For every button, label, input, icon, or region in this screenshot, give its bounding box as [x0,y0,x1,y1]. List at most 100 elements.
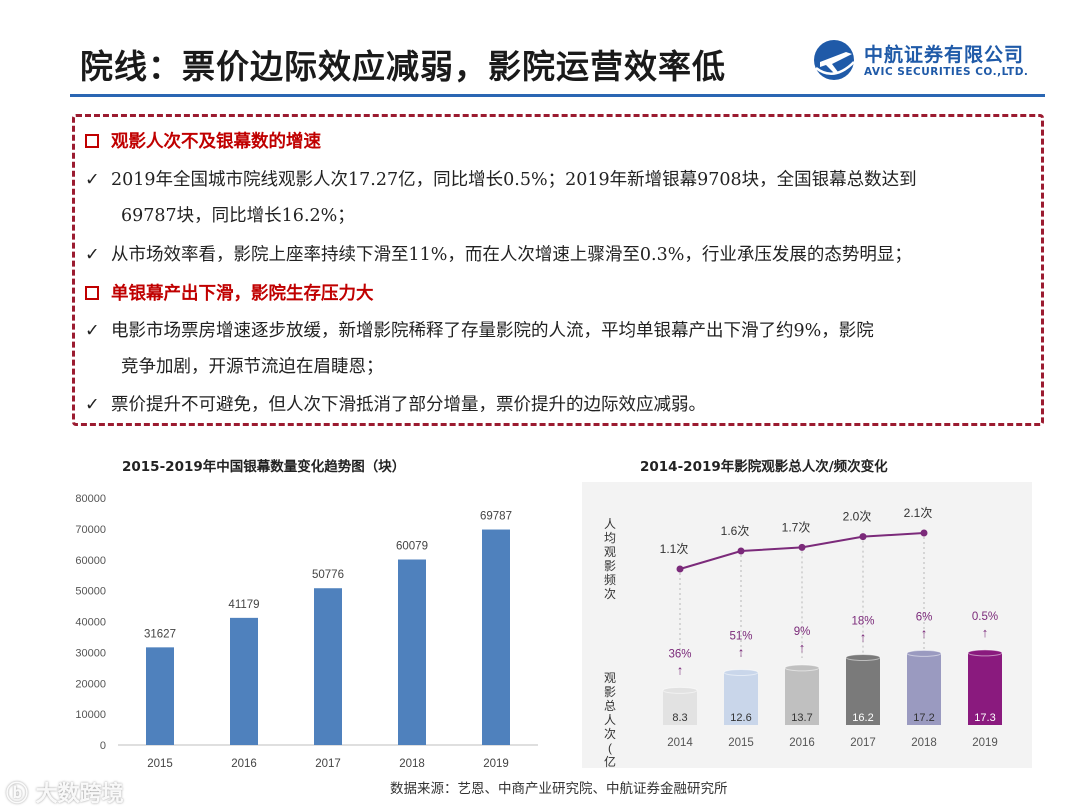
screens-chart-title: 2015-2019年中国银幕数量变化趋势图（块） [122,459,406,475]
bar [314,588,342,745]
growth-label: 18% [851,616,874,628]
frequency-point [676,565,684,573]
data-label: 69787 [480,511,512,523]
bar-axis-caption: 影 [604,685,616,699]
bullet-line: ✓ 电影市场票房增速逐步放缓，新增影院稀释了存量影院的人流，平均单银幕产出下滑了约… [85,316,1035,346]
up-arrow-icon: ↑ [860,630,867,645]
square-bullet-icon [85,134,99,148]
x-tick-label: 2015 [147,758,173,770]
frequency-label: 2.0次 [843,510,872,524]
admissions-chart-title: 2014-2019年影院观影总人次/频次变化 [640,459,888,475]
admissions-value: 17.3 [974,712,995,724]
admissions-bar [846,657,880,725]
admissions-value: 13.7 [791,712,812,724]
data-label: 50776 [312,569,344,581]
bar [146,647,174,745]
y-tick-label: 0 [100,740,106,752]
x-tick-label: 2016 [231,758,257,770]
y-tick-label: 70000 [75,524,106,536]
x-tick-label: 2015 [728,737,754,749]
bar-cap [784,664,820,672]
line-axis-caption: 观 [604,545,616,559]
title-underline [70,94,1045,97]
bar-axis-caption: 亿 [604,754,616,768]
frequency-label: 2.1次 [904,506,933,520]
data-label: 60079 [396,541,428,553]
growth-label: 0.5% [972,611,998,623]
bullet-line: ✓ 票价提升不可避免，但人次下滑抵消了部分增量，票价提升的边际效应减弱。 [85,390,1035,420]
square-bullet-icon [85,286,99,300]
bar-cap [967,649,1003,657]
bullet-line: ✓ 从市场效率看，影院上座率持续下滑至11%，而在人次增速上骤滑至0.3%，行业承… [85,240,1035,270]
plane-logo-icon [814,40,855,80]
admissions-value: 8.3 [672,712,687,724]
up-arrow-icon: ↑ [799,640,806,655]
growth-label: 9% [794,626,811,638]
x-tick-label: 2018 [399,758,425,770]
up-arrow-icon: ↑ [982,625,989,640]
checkmark-icon: ✓ [85,321,100,341]
bar [398,559,426,745]
summary-box: 观影人次不及银幕数的增速 ✓ 2019年全国城市院线观影人次17.27亿，同比增长… [72,114,1044,426]
data-label: 41179 [228,599,259,611]
x-tick-label: 2019 [483,758,509,770]
bar-cap [662,686,698,694]
bullet-line-continued: 69787块，同比增长16.2%； [121,206,355,226]
frequency-label: 1.6次 [721,524,750,538]
y-tick-label: 10000 [75,709,106,721]
x-tick-label: 2016 [789,737,815,749]
y-tick-label: 50000 [75,586,106,598]
growth-label: 6% [916,611,933,623]
admissions-value: 16.2 [852,712,873,724]
line-axis-caption: 频 [604,573,616,587]
line-axis-caption: 影 [604,559,616,573]
up-arrow-icon: ↑ [738,645,745,660]
bar [482,529,510,745]
up-arrow-icon: ↑ [677,662,684,677]
line-axis-caption: 均 [604,531,616,545]
bar-axis-caption: 总 [604,699,616,713]
frequency-point [920,529,928,537]
growth-label: 36% [668,648,691,660]
screens-bar-chart: 0 10000 20000 30000 40000 50000 60000 70000 8000… [75,493,538,770]
logo-name-cn: 中航证券有限公司 [864,44,1025,66]
checkmark-icon: ✓ [85,395,100,415]
data-source: 数据来源：艺恩、中商产业研究院、中航证券金融研究所 [390,781,728,797]
admissions-bar [724,672,758,725]
y-tick-label: 60000 [75,555,106,567]
frequency-point [798,543,806,551]
y-tick-label: 80000 [75,493,106,505]
section-heading-2: 单银幕产出下滑，影院生存压力大 [85,279,1035,309]
admissions-chart: 人均观影频次观影总人次(亿)1.1次1.6次1.7次2.0次2.1次8.3↑36… [582,482,1032,768]
admissions-bar [968,652,1002,725]
growth-label: 51% [729,631,752,643]
admissions-bar [663,690,697,725]
line-axis-caption: 人 [604,517,616,531]
x-tick-label: 2017 [315,758,341,770]
bullet-line-continued: 竞争加剧，开源节流迫在眉睫恩； [121,357,384,377]
frequency-label: 1.1次 [660,542,689,556]
frequency-label: 1.7次 [782,520,811,534]
page-title: 院线：票价边际效应减弱，影院运营效率低 [80,47,726,86]
y-tick-label: 40000 [75,617,106,629]
logo-name-en: AVIC SECURITIES CO.,LTD. [864,66,1029,78]
bar-cap [906,649,942,657]
frequency-point [737,547,745,555]
bar-axis-caption: 次 [604,727,616,741]
x-tick-label: 2018 [911,737,937,749]
section-heading-1: 观影人次不及银幕数的增速 [85,127,1035,157]
x-tick-label: 2017 [850,737,876,749]
admissions-bar [907,653,941,725]
bar-axis-caption: 人 [604,713,616,727]
bar-cap [723,669,759,676]
bar-cap [845,654,881,661]
checkmark-icon: ✓ [85,245,100,265]
company-logo: 中航证券有限公司 AVIC SECURITIES CO.,LTD. [812,38,1042,88]
y-tick-label: 30000 [75,647,106,659]
line-axis-caption: 次 [604,587,616,601]
y-tick-label: 20000 [75,678,106,690]
admissions-bar [785,667,819,725]
watermark: ⓑ 大数跨境 [6,782,124,807]
bar-axis-caption: ( [608,741,612,755]
bar-axis-caption: 观 [604,671,616,685]
